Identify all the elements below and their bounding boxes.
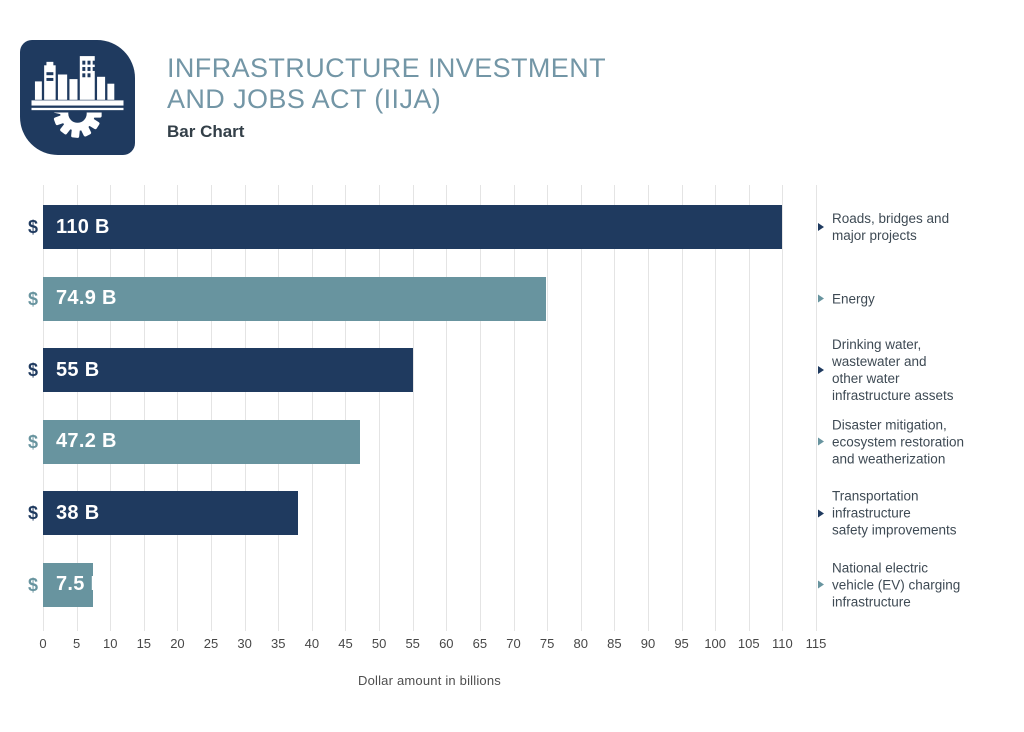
x-tick-label: 35 <box>271 636 286 651</box>
currency-prefix: $ <box>28 360 39 380</box>
x-tick-label: 85 <box>607 636 622 651</box>
x-tick-label: 40 <box>304 636 320 651</box>
category-label: National electric vehicle (EV) charging in… <box>818 559 960 610</box>
gridline <box>681 185 683 631</box>
currency-prefix: $ <box>28 431 39 452</box>
bar-value-label: 110 B <box>56 215 110 238</box>
page-title-line1: INFRASTRUCTURE INVESTMENT <box>167 53 607 83</box>
x-tick-label: 60 <box>439 636 454 651</box>
gridline <box>715 185 717 631</box>
category-label-text: Transportation infrastructure safety impro… <box>832 488 957 538</box>
gridline <box>143 185 145 631</box>
gridline <box>345 185 347 631</box>
page-title-line2: AND JOBS ACT (IIJA) <box>167 84 442 114</box>
currency-prefix: $ <box>28 288 39 309</box>
x-tick-label: 95 <box>674 636 689 651</box>
arrow-marker-icon <box>818 223 824 231</box>
x-tick-label: 105 <box>737 636 760 651</box>
bar: 7.5 B <box>43 562 105 607</box>
city-gear-icon <box>31 56 124 138</box>
category-label-text: Roads, bridges and major projects <box>832 211 950 243</box>
bar-value-label: 7.5 B <box>56 573 106 595</box>
chart-type-subtitle: Bar Chart <box>167 122 245 141</box>
gridline <box>110 185 112 631</box>
gridline <box>412 185 414 631</box>
gridline <box>446 185 448 631</box>
bar: 38 B <box>43 491 299 535</box>
category-label-text: Disaster mitigation, ecosystem restoratio… <box>832 417 965 466</box>
x-tick-label: 50 <box>371 636 387 651</box>
x-tick-label: 30 <box>237 636 252 651</box>
bar-value-label: 38 B <box>56 501 100 524</box>
bar: 110 B <box>43 205 783 249</box>
page-title: INFRASTRUCTURE INVESTMENT AND JOBS ACT (I… <box>167 53 606 115</box>
arrow-marker-icon <box>818 509 824 517</box>
gridline <box>211 185 213 631</box>
gridline <box>76 185 78 631</box>
x-tick-label: 15 <box>136 636 152 651</box>
x-tick-label: 110 <box>772 636 793 651</box>
gridline <box>244 185 246 631</box>
gridline <box>278 185 280 631</box>
logo <box>20 40 135 155</box>
x-tick-label: 5 <box>72 636 81 651</box>
bar-value-label: 55 B <box>56 358 100 381</box>
currency-prefix: $ <box>28 217 39 237</box>
arrow-marker-icon <box>818 580 824 589</box>
currency-prefix: $ <box>28 503 39 523</box>
bar-value-label: 74.9 B <box>56 287 117 309</box>
category-label-text: Energy <box>832 291 875 306</box>
category-label: Energy <box>818 290 875 307</box>
x-tick-label: 20 <box>170 636 185 651</box>
gridline <box>43 185 44 631</box>
x-tick-label: 55 <box>405 636 420 651</box>
x-tick-label: 75 <box>539 636 555 651</box>
gridline <box>816 185 817 631</box>
gridline <box>748 185 750 631</box>
bar: 55 B <box>43 348 413 392</box>
x-tick-label: 45 <box>338 636 353 651</box>
gridline <box>479 185 481 631</box>
plot-area: Dollar amount in billions 0 5 10 15 20 25 30 35… <box>28 185 826 688</box>
gridline <box>177 185 179 631</box>
x-tick-label: 70 <box>506 636 521 651</box>
gridline <box>580 185 582 631</box>
x-axis-label: Dollar amount in billions <box>357 673 501 688</box>
gridline <box>547 185 549 631</box>
bar: 47.2 B <box>43 419 361 464</box>
x-tick-label: 115 <box>805 636 827 651</box>
category-label: Drinking water, wastewater and other water… <box>818 336 954 404</box>
category-label-text: National electric vehicle (EV) charging in… <box>832 560 961 609</box>
x-tick-label: 25 <box>203 636 219 651</box>
header: INFRASTRUCTURE INVESTMENT AND JOBS ACT (I… <box>167 53 606 142</box>
gridline <box>614 185 616 631</box>
x-tick-label: 100 <box>704 636 727 651</box>
currency-prefix: $ <box>28 574 39 595</box>
category-label-text: Drinking water, wastewater and other water… <box>832 337 954 403</box>
x-tick-label: 65 <box>472 636 488 651</box>
x-tick-label: 0 <box>39 636 47 651</box>
gridline <box>782 185 784 631</box>
gridline <box>379 185 381 631</box>
category-labels: Roads, bridges and major projects Energy Dr… <box>818 185 1018 631</box>
gridline <box>311 185 313 631</box>
bar-value-label: 47.2 B <box>56 430 117 452</box>
category-label: Disaster mitigation, ecosystem restoratio… <box>818 416 964 467</box>
arrow-marker-icon <box>818 437 824 446</box>
arrow-marker-icon <box>818 294 824 303</box>
arrow-marker-icon <box>818 366 824 374</box>
x-tick-label: 10 <box>102 636 118 651</box>
category-label: Transportation infrastructure safety impro… <box>818 488 957 539</box>
x-tick-label: 80 <box>573 636 588 651</box>
gridline <box>647 185 649 631</box>
bar: 74.9 B <box>43 276 547 321</box>
category-label: Roads, bridges and major projects <box>818 210 949 244</box>
x-tick-label: 90 <box>640 636 656 651</box>
gridline <box>513 185 515 631</box>
